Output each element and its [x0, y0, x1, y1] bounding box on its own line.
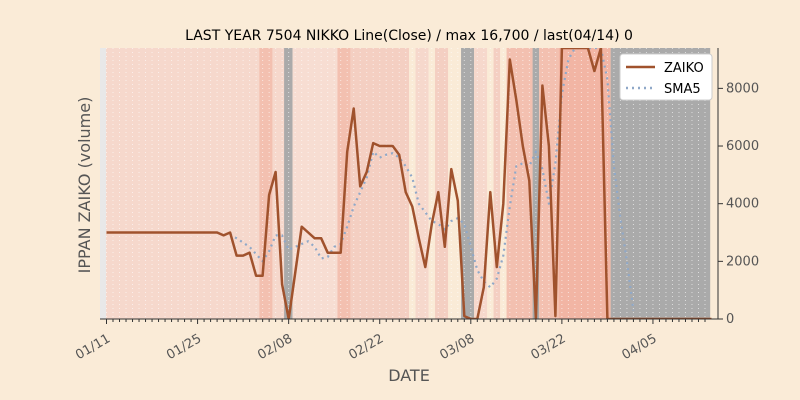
background-band — [292, 48, 338, 319]
x-tick-label: 02/22 — [346, 331, 386, 363]
legend-box — [619, 53, 713, 101]
background-band — [532, 48, 540, 319]
y-tick-label: 4000 — [726, 197, 759, 212]
background-band — [103, 48, 286, 319]
x-tick-label: 04/05 — [620, 331, 660, 363]
series-line-zaiko — [106, 48, 712, 319]
background-band — [415, 48, 429, 319]
x-tick-label: 02/08 — [255, 331, 295, 363]
y-tick-label: 6000 — [726, 139, 759, 154]
series-line-sma5 — [229, 48, 635, 311]
background-band — [461, 48, 475, 319]
x-tick-label: 03/08 — [437, 331, 477, 363]
x-tick-label: 01/11 — [73, 331, 113, 363]
background-band — [493, 48, 501, 319]
x-axis-label: DATE — [388, 366, 430, 385]
y-tick-label: 0 — [726, 312, 734, 327]
background-band — [259, 48, 273, 319]
background-band — [474, 48, 488, 319]
legend-label-sma5: SMA5 — [664, 82, 701, 97]
y-axis-label: IPPAN ZAIKO (volume) — [75, 97, 94, 274]
background-band — [284, 48, 293, 319]
y-tick-label: 8000 — [726, 81, 759, 96]
chart-title: LAST YEAR 7504 NIKKO Line(Close) / max 1… — [185, 28, 633, 44]
background-band — [435, 48, 449, 319]
background-band — [100, 48, 106, 319]
legend: ZAIKO SMA5 — [619, 53, 713, 101]
legend-label-zaiko: ZAIKO — [664, 61, 704, 76]
x-tick-label: 03/22 — [528, 331, 568, 363]
series-layer — [106, 48, 712, 319]
y-tick-label: 2000 — [726, 254, 759, 269]
x-tick-label: 01/25 — [164, 331, 204, 363]
